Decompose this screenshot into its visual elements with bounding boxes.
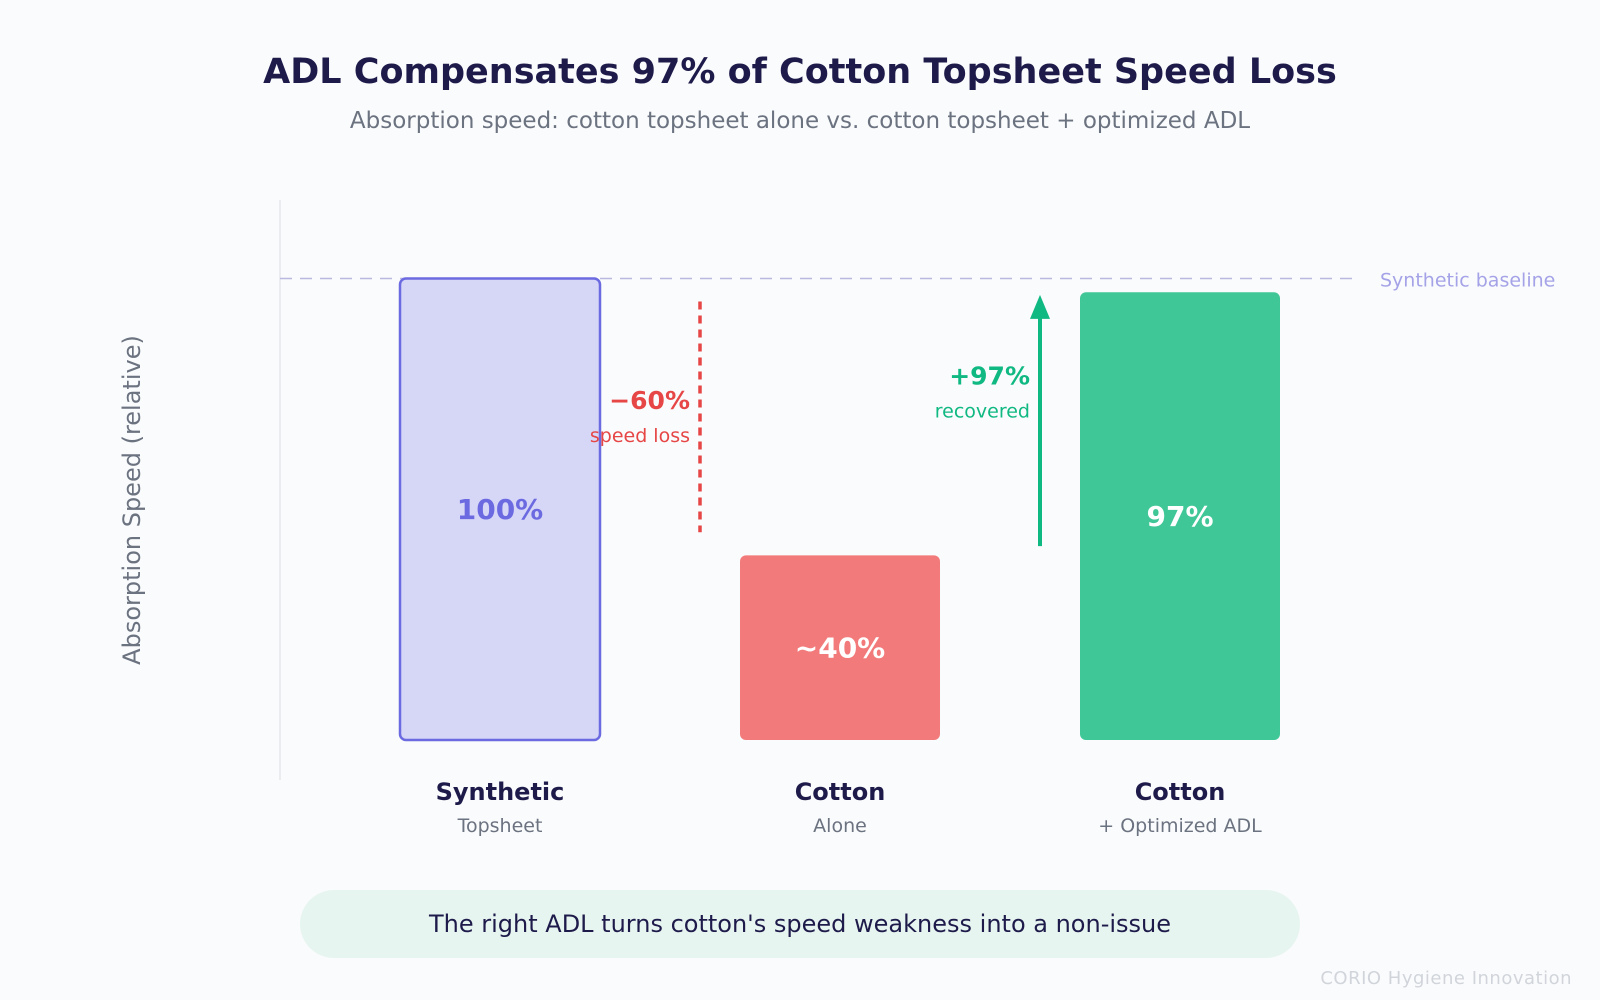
bar-1 xyxy=(398,277,602,742)
bars-layer: 100% ~40% 97% xyxy=(398,277,1280,742)
bar-2 xyxy=(740,555,940,740)
speed-loss-label: speed loss xyxy=(590,425,690,447)
chart-subtitle: Absorption speed: cotton topsheet alone … xyxy=(350,108,1250,134)
recovery-value: +97% xyxy=(949,362,1030,391)
category-labels-layer: Synthetic Topsheet Cotton Alone Cotton + Opti… xyxy=(436,778,1263,837)
category-sublabel-2: Alone xyxy=(813,815,867,837)
y-axis-label: Absorption Speed (relative) xyxy=(118,335,146,665)
credit-text: CORIO Hygiene Innovation xyxy=(1320,968,1572,989)
synthetic-baseline-label: Synthetic baseline xyxy=(1380,269,1555,291)
category-label-1: Synthetic xyxy=(436,778,565,806)
category-sublabel-1: Topsheet xyxy=(457,815,543,837)
speed-loss-value: −60% xyxy=(609,386,690,415)
bar-3 xyxy=(1080,292,1280,740)
bar-value-label-2: ~40% xyxy=(795,632,885,665)
category-label-2: Cotton xyxy=(795,778,886,806)
recovery-label: recovered xyxy=(935,401,1030,423)
bar-value-label-1: 100% xyxy=(457,493,544,526)
category-sublabel-3: + Optimized ADL xyxy=(1098,815,1262,837)
bar-value-label-3: 97% xyxy=(1146,500,1213,533)
category-label-3: Cotton xyxy=(1135,778,1226,806)
chart-title: ADL Compensates 97% of Cotton Topsheet S… xyxy=(263,52,1337,92)
annotations-layer: −60% speed loss +97% recovered xyxy=(590,294,1050,547)
takeaway-banner: The right ADL turns cotton's speed weakn… xyxy=(300,890,1300,958)
recovery-arrow-head xyxy=(1030,294,1050,319)
